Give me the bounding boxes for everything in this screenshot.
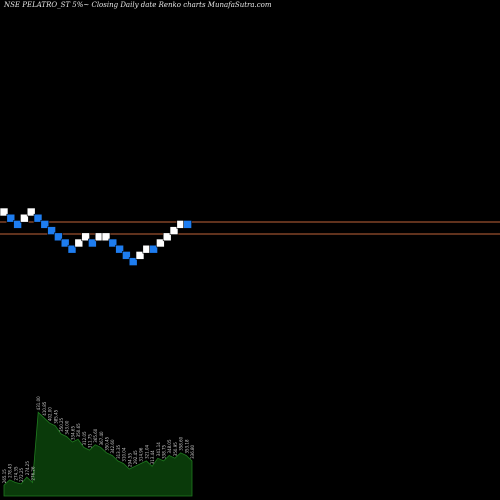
renko-brick [128,257,138,266]
renko-brick [169,226,179,235]
volume-label: 276.26 [31,466,36,480]
chart-title: NSE PELATRO_ST 5%~ Closing Daily date Re… [4,1,272,9]
renko-brick [81,232,90,242]
volume-label: 350.45 [105,436,110,450]
volume-area [3,411,193,497]
volume-label: 310.04 [122,447,127,461]
renko-brick [115,244,124,254]
volume-label: 350.65 [76,423,81,437]
renko-bricks [0,207,192,266]
renko-brick [6,213,16,223]
volume-label: 410.85 [42,401,47,415]
volume-label: 321.04 [144,444,149,458]
volume-label: 265.15 [2,469,7,483]
renko-brick [156,238,165,248]
renko-brick [74,238,84,248]
volume-labels: 265.15 278.43 274.35 272.25 274.25 276.26 431.… [2,396,195,483]
volume-label: 314.96 [139,447,144,461]
renko-brick [122,251,131,260]
volume-label: 294.55 [127,453,132,467]
volume-label: 367.40 [99,431,104,445]
volume-label: 358.60 [179,436,184,450]
volume-label: 274.25 [25,461,30,475]
renko-brick [108,238,118,248]
volume-label: 353.18 [184,439,189,453]
renko-brick [20,213,29,223]
renko-brick [162,232,172,242]
renko-brick [88,238,97,248]
renko-brick [67,244,77,254]
volume-label: 342.60 [110,439,115,453]
renko-brick [60,238,70,248]
volume-label: 343.00 [65,420,70,434]
volume-label: 385.45 [53,409,58,423]
renko-brick [0,207,9,217]
volume-label: 336.80 [190,444,195,458]
volume-label: 350.95 [173,442,178,456]
renko-brick [135,251,145,260]
renko-brick [183,220,192,229]
volume-label: 334.65 [70,426,75,440]
volume-label: 341.14 [156,442,161,456]
renko-brick [47,226,56,235]
volume-label: 348.05 [167,439,172,453]
volume-label: 402.00 [48,407,53,421]
volume-label: 311.75 [88,434,93,448]
volume-label: 292.45 [133,450,138,464]
volume-label: 313.35 [116,444,121,458]
renko-brick [101,232,111,242]
volume-area-path [3,411,193,497]
volume-label: 338.75 [162,444,167,458]
volume-label: 365.60 [93,428,98,442]
renko-brick [33,213,43,223]
volume-label: 431.00 [36,396,41,410]
volume-label: 274.35 [13,466,18,480]
volume-label: 350.25 [59,417,64,431]
renko-brick [54,232,63,242]
volume-label: 313.44 [150,450,155,464]
renko-brick [13,220,22,229]
volume-label: 278.43 [8,463,13,477]
renko-brick [40,220,50,229]
volume-label: 272.25 [19,467,24,481]
renko-brick [26,207,36,217]
volume-label: 312.05 [82,431,87,445]
renko-brick [149,244,158,254]
